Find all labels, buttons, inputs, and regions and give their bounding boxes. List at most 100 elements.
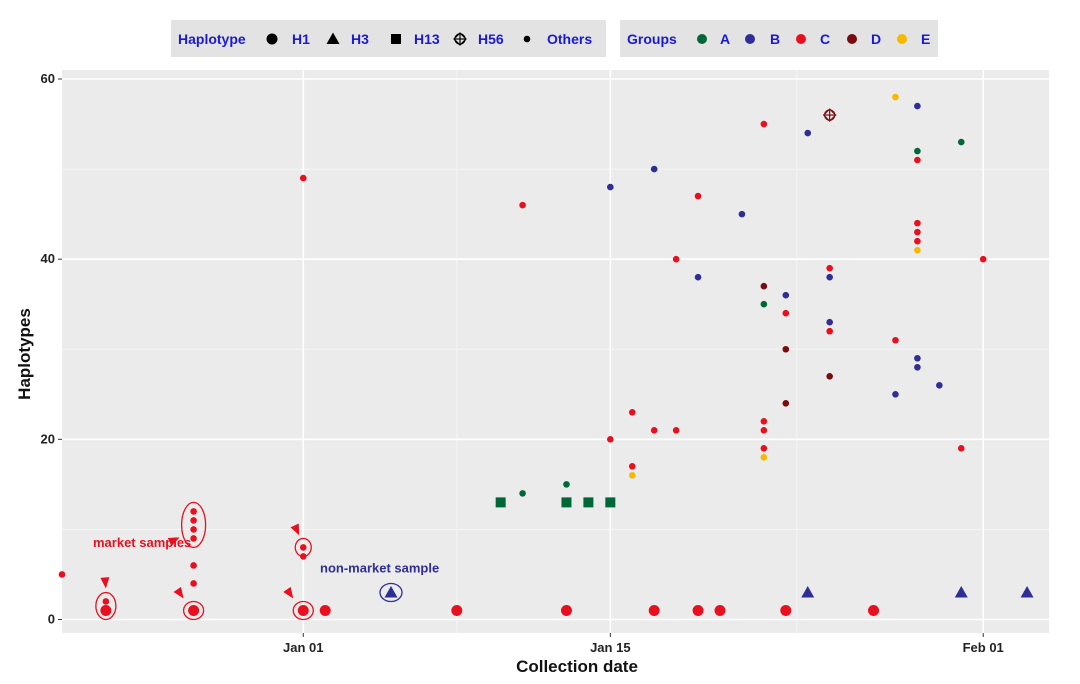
data-point [102, 598, 110, 605]
data-point [782, 309, 790, 317]
data-point [760, 120, 768, 128]
data-point [628, 409, 636, 416]
data-point [319, 604, 331, 616]
data-point [190, 535, 197, 542]
haplotype-legend-title: Haplotype [178, 31, 246, 47]
data-point [892, 390, 899, 398]
plot-panel [62, 70, 1049, 633]
annotations: market samples non-market sample [93, 501, 439, 621]
data-point [495, 497, 506, 508]
data-point [914, 102, 921, 110]
data-point [190, 508, 197, 515]
annotation-arrow [283, 586, 294, 599]
data-point [868, 604, 880, 616]
data-point [826, 273, 833, 281]
legend-marker-others [523, 35, 531, 43]
data-point [826, 318, 833, 326]
data-point [936, 381, 943, 389]
data-point [58, 571, 66, 578]
data-point [100, 604, 112, 616]
data-point [760, 300, 768, 308]
legend-label-h3: H3 [351, 31, 369, 47]
data-point [714, 604, 726, 616]
data-point [299, 553, 307, 560]
data-point [826, 264, 833, 272]
groups-legend-title: Groups [627, 31, 677, 47]
annotation-ellipse [95, 591, 117, 621]
legend-label-group-a: A [720, 31, 730, 47]
data-point [607, 436, 614, 443]
annotation-arrow [173, 586, 184, 599]
data-point [957, 138, 965, 146]
legend-marker-h56 [453, 32, 467, 46]
x-tick-label: Feb 01 [963, 640, 1004, 655]
data-point [188, 604, 200, 616]
legend-label-h56: H56 [478, 31, 504, 47]
data-point [605, 497, 616, 508]
data-point [979, 255, 987, 263]
data-point [914, 228, 921, 236]
legend-marker-group-a [697, 34, 707, 44]
data-point [694, 273, 702, 281]
data-point [782, 345, 790, 353]
data-point [914, 363, 921, 371]
data-point [190, 580, 197, 587]
data-point [190, 517, 197, 524]
axes: 0 20 40 60 Jan 01 Jan 15 Feb 01 [41, 71, 1004, 655]
annotation-arrow [167, 537, 180, 547]
data-point [648, 604, 660, 616]
data-point [914, 219, 921, 227]
legend-marker-group-b [745, 34, 755, 44]
data-point [892, 93, 899, 101]
annotation-ellipse [182, 600, 205, 621]
data-point [782, 399, 790, 407]
annotation-ellipse [292, 600, 314, 621]
legend-marker-group-e [897, 34, 907, 44]
data-point [299, 174, 307, 182]
data-point [782, 291, 790, 299]
data-point [561, 497, 572, 508]
legend-marker-group-d [847, 34, 857, 44]
data-point [760, 454, 768, 461]
market-samples-label: market samples [93, 535, 191, 550]
data-point [914, 354, 921, 362]
data-point [650, 165, 658, 173]
data-point [914, 156, 921, 164]
haplotype-legend-box [171, 20, 606, 57]
data-point [628, 463, 636, 470]
legend-label-h13: H13 [414, 31, 440, 47]
annotation-ellipse [180, 501, 207, 549]
data-point [628, 472, 636, 479]
data-point [384, 585, 398, 598]
data-points [58, 93, 1034, 616]
data-point [826, 327, 833, 335]
gridlines [62, 70, 1049, 633]
data-point [560, 604, 572, 616]
data-point [650, 427, 658, 434]
data-point [801, 585, 815, 598]
data-point [892, 336, 899, 344]
data-point [760, 418, 768, 425]
data-point [822, 108, 837, 122]
data-point [299, 544, 307, 551]
legend-label-group-b: B [770, 31, 780, 47]
annotation-ellipse [379, 582, 403, 603]
y-tick-label: 0 [48, 611, 55, 626]
data-point [451, 604, 463, 616]
data-point [519, 490, 526, 497]
non-market-sample-label: non-market sample [320, 560, 439, 575]
data-point [760, 445, 768, 452]
legend-label-group-c: C [820, 31, 830, 47]
annotation-arrow [100, 577, 110, 589]
data-point [804, 129, 812, 137]
data-point [297, 604, 309, 616]
legend-marker-h13 [391, 34, 401, 44]
groups-legend-box [620, 20, 938, 57]
data-point [190, 526, 197, 533]
legend-label-others: Others [547, 31, 592, 47]
data-point [519, 201, 526, 209]
data-point [760, 282, 768, 290]
data-point [914, 147, 921, 155]
legend-label-group-e: E [921, 31, 930, 47]
x-tick-label: Jan 15 [590, 640, 630, 655]
